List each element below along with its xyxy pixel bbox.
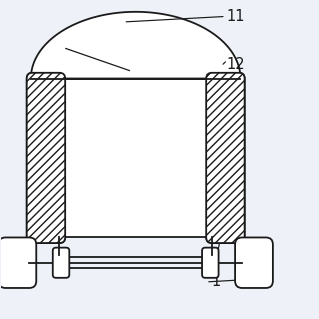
Text: 1: 1 — [212, 274, 221, 289]
FancyBboxPatch shape — [27, 73, 65, 243]
FancyBboxPatch shape — [0, 237, 36, 288]
Text: 13: 13 — [226, 111, 245, 126]
FancyBboxPatch shape — [27, 73, 65, 243]
Polygon shape — [31, 12, 241, 78]
FancyBboxPatch shape — [53, 248, 69, 278]
FancyBboxPatch shape — [206, 73, 245, 243]
Text: 15: 15 — [226, 216, 245, 231]
FancyBboxPatch shape — [206, 73, 245, 243]
FancyBboxPatch shape — [202, 248, 219, 278]
Text: 11: 11 — [226, 9, 245, 24]
Bar — [59, 78, 212, 237]
Text: 14: 14 — [226, 161, 245, 176]
Text: 12: 12 — [226, 57, 245, 72]
FancyBboxPatch shape — [235, 237, 273, 288]
